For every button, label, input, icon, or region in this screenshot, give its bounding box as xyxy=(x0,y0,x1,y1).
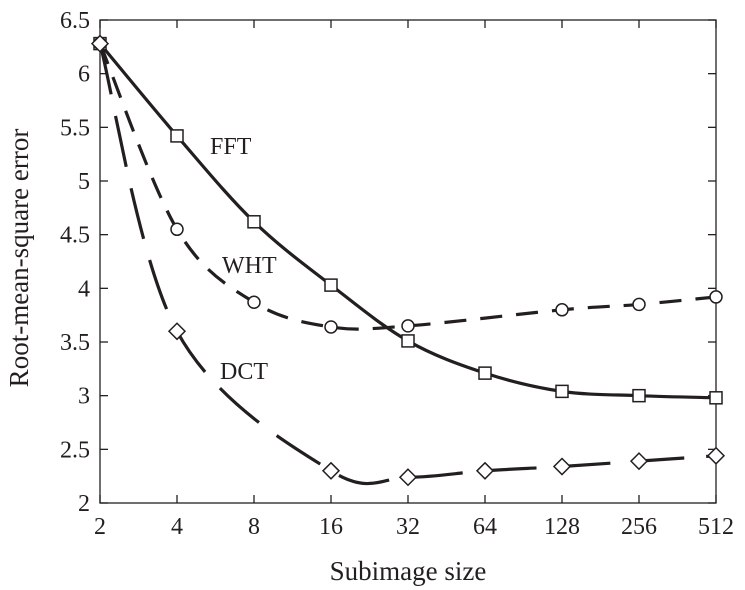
marker-diamond-dct xyxy=(90,34,110,53)
x-tick-label: 16 xyxy=(319,514,343,540)
marker-square-fft xyxy=(632,388,646,403)
x-tick-label: 8 xyxy=(248,514,260,540)
marker-diamond-dct xyxy=(398,468,418,487)
series-label-fft: FFT xyxy=(210,134,252,160)
series-line-fft xyxy=(98,42,717,400)
series-label-wht: WHT xyxy=(222,253,277,279)
x-tick-label: 512 xyxy=(698,514,734,540)
marker-square-fft xyxy=(401,334,415,348)
y-tick-label: 5.5 xyxy=(60,115,90,141)
marker-diamond-dct xyxy=(552,457,572,476)
series-lines xyxy=(98,42,717,486)
series-line-dct xyxy=(98,43,717,486)
marker-circle-wht xyxy=(170,222,184,237)
y-tick-label: 2.5 xyxy=(60,437,90,463)
x-tick-label: 32 xyxy=(396,514,420,540)
series-label-dct: DCT xyxy=(220,359,268,385)
x-tick-label: 128 xyxy=(544,514,580,540)
marker-circle-wht xyxy=(555,303,569,317)
x-tick-label: 256 xyxy=(621,514,657,540)
plot-area-border xyxy=(99,19,717,504)
marker-circle-wht xyxy=(709,290,723,304)
marker-diamond-dct xyxy=(629,452,649,471)
marker-diamond-dct xyxy=(321,461,341,480)
marker-square-fft xyxy=(170,129,184,143)
series-markers xyxy=(90,34,726,487)
y-tick-label: 4.5 xyxy=(60,223,90,249)
marker-square-fft xyxy=(555,384,569,399)
y-tick-label: 4 xyxy=(78,276,90,302)
y-axis-label: Root-mean-square error xyxy=(4,129,34,388)
y-tick-label: 3.5 xyxy=(60,330,90,356)
marker-diamond-dct xyxy=(475,461,495,480)
series-labels: FFT WHT DCT xyxy=(210,134,277,385)
series-line-wht xyxy=(98,43,717,331)
x-tick-label: 2 xyxy=(94,514,106,540)
marker-square-fft xyxy=(324,278,338,292)
marker-diamond-dct xyxy=(167,322,187,341)
marker-circle-wht xyxy=(401,319,415,333)
x-tick-label: 64 xyxy=(473,514,497,540)
x-axis-label: Subimage size xyxy=(330,556,487,586)
marker-circle-wht xyxy=(632,297,646,312)
y-tick-label: 5 xyxy=(78,169,90,195)
marker-square-fft xyxy=(709,391,723,405)
y-tick-label: 3 xyxy=(78,384,90,410)
x-tick-label: 4 xyxy=(171,514,183,540)
plot-frame xyxy=(99,19,717,504)
y-axis-ticks: 2 2.5 3 3.5 4 4.5 5 5.5 6 6.5 xyxy=(60,8,716,517)
y-tick-label: 6 xyxy=(78,62,90,88)
marker-diamond-dct xyxy=(706,446,726,465)
marker-circle-wht xyxy=(247,295,261,310)
marker-square-fft xyxy=(247,215,261,229)
y-tick-label: 2 xyxy=(78,491,90,517)
marker-square-fft xyxy=(478,366,492,380)
x-axis-ticks: 2 4 8 16 32 64 128 256 512 xyxy=(94,20,734,540)
marker-circle-wht xyxy=(324,320,338,334)
y-tick-label: 6.5 xyxy=(60,8,90,34)
